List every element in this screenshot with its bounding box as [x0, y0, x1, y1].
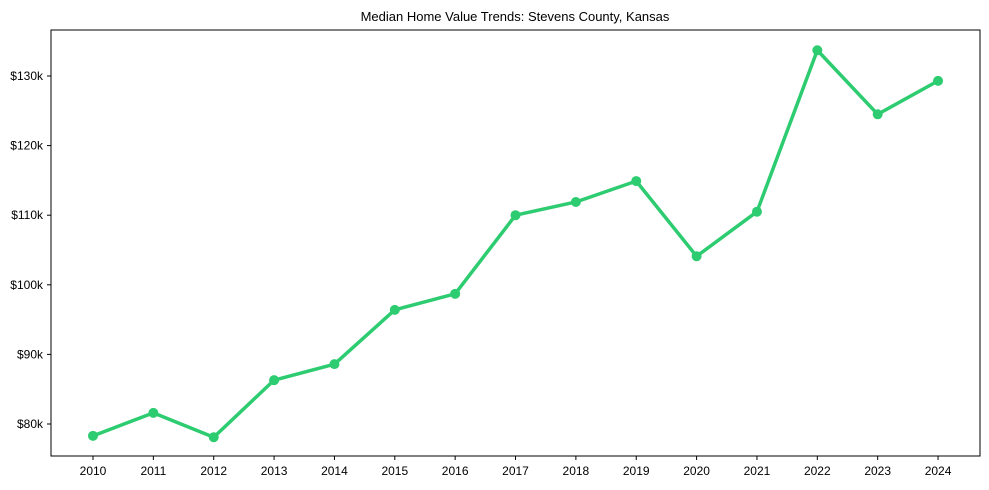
x-tick-label: 2022 — [804, 464, 831, 478]
data-point — [88, 430, 98, 441]
x-tick-label: 2012 — [200, 464, 227, 478]
x-tick-label: 2011 — [140, 464, 166, 478]
series-layer — [88, 45, 944, 443]
data-point — [269, 375, 280, 386]
plot-frame — [50, 29, 981, 457]
x-tick-label: 2024 — [925, 464, 952, 478]
x-tick-label: 2016 — [442, 464, 469, 478]
chart-title: Median Home Value Trends: Stevens County… — [361, 9, 670, 24]
data-point — [389, 304, 400, 315]
x-tick-label: 2013 — [261, 464, 288, 478]
y-tick-label: $90k — [17, 347, 44, 361]
x-tick-label: 2020 — [683, 464, 710, 478]
y-tick-label: $120k — [10, 139, 44, 153]
data-point — [570, 196, 581, 207]
data-point — [148, 407, 159, 418]
x-tick-label: 2015 — [381, 464, 408, 478]
y-tick-label: $100k — [10, 278, 44, 292]
data-point — [208, 432, 219, 443]
data-point — [691, 251, 702, 262]
data-point — [872, 109, 883, 120]
x-tick-label: 2014 — [321, 464, 348, 478]
x-tick-label: 2019 — [623, 464, 650, 478]
y-tick-label: $130k — [10, 69, 44, 83]
x-tick-label: 2021 — [744, 464, 771, 478]
data-point — [751, 206, 762, 217]
data-point — [329, 359, 340, 370]
x-tick-label: 2018 — [563, 464, 590, 478]
data-point — [510, 210, 521, 221]
y-axis: $80k $90k $100k $110k $120k $130k — [10, 69, 51, 431]
data-point — [631, 176, 642, 187]
data-point — [450, 288, 461, 299]
x-tick-label: 2023 — [864, 464, 891, 478]
data-point — [812, 45, 823, 56]
x-tick-label: 2017 — [502, 464, 529, 478]
x-axis: 2010 2011 2012 2013 2014 2015 2016 2017 2018 2019… — [80, 456, 952, 478]
x-tick-label: 2010 — [80, 464, 107, 478]
y-tick-label: $110k — [11, 208, 44, 222]
data-point — [933, 75, 944, 86]
series-line — [91, 48, 940, 439]
y-tick-label: $80k — [17, 417, 44, 431]
